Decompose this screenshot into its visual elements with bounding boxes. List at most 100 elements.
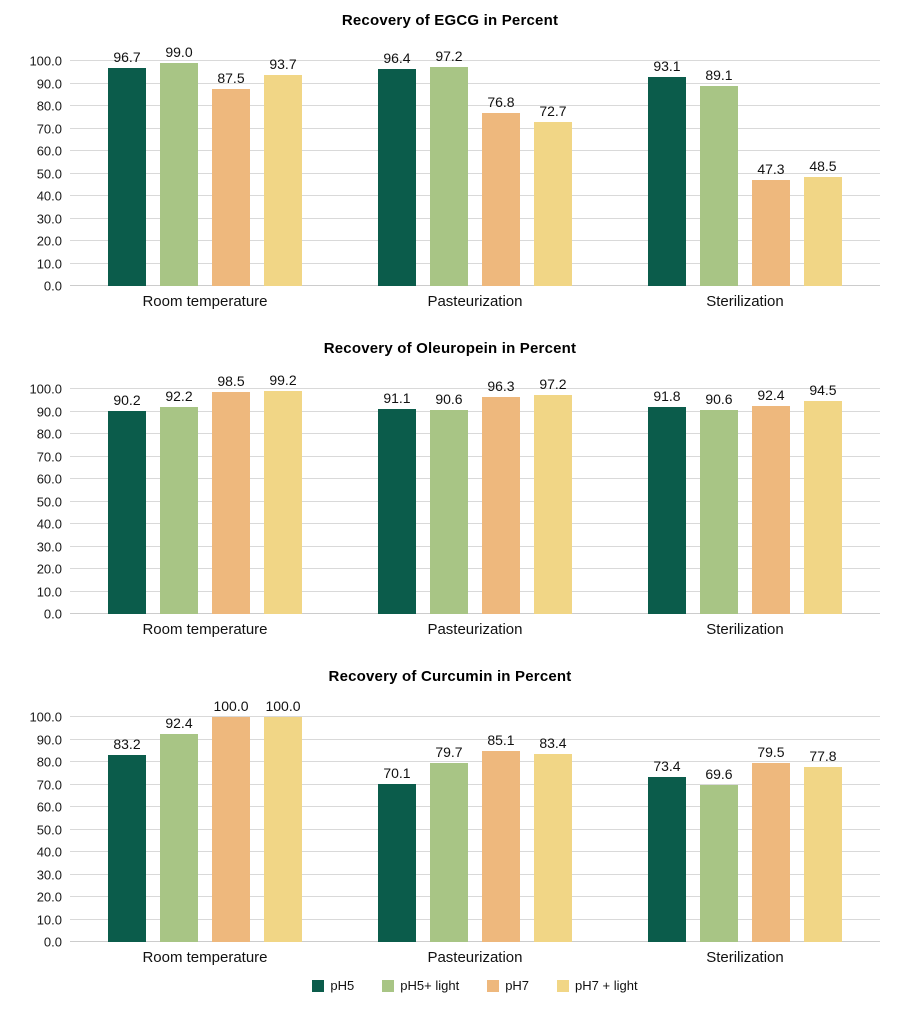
bar-value-label: 83.4 — [539, 735, 567, 752]
bar: 85.1 — [481, 732, 520, 942]
category-label: Room temperature — [142, 293, 268, 310]
plot-area: 90.2 92.2 98.5 99.2 91.1 90.6 96.3 97.2 91.8 90.6… — [70, 372, 880, 614]
gridline — [70, 195, 880, 196]
gridline — [70, 60, 880, 61]
y-tick-label: 0.0 — [43, 606, 62, 622]
chart-curcumin: Recovery of Curcumin in Percent 0.0 10.0 20… — [0, 638, 900, 966]
gridline — [70, 873, 880, 875]
chart-title: Recovery of Oleuropein in Percent — [323, 340, 577, 357]
bar: 92.4 — [751, 387, 790, 614]
bar: 92.2 — [159, 388, 198, 614]
y-tick-label: 0.0 — [43, 278, 62, 294]
category-label: Sterilization — [706, 621, 784, 638]
bar-value-label: 85.1 — [487, 731, 515, 748]
gridline — [70, 82, 880, 84]
legend-item: pH5 — [312, 978, 354, 993]
bar: 89.1 — [699, 67, 738, 286]
bar-value-label: 91.8 — [653, 388, 681, 405]
bar: 93.1 — [647, 58, 686, 286]
bar: 69.6 — [699, 766, 738, 942]
y-axis: 0.0 10.0 20.0 30.0 40.0 50.0 60.0 70.0 80.0 90.0 1… — [0, 382, 70, 622]
bar: 47.3 — [751, 161, 790, 286]
category-label: Room temperature — [142, 621, 268, 638]
y-tick-label: 40.0 — [36, 516, 62, 532]
bar: 48.5 — [803, 158, 842, 286]
y-tick-label: 20.0 — [36, 561, 62, 577]
gridline — [70, 783, 880, 785]
bar-value-label: 79.7 — [435, 743, 463, 760]
gridline — [70, 455, 880, 457]
y-tick-label: 0.0 — [43, 934, 62, 950]
bar: 94.5 — [803, 382, 842, 614]
bar-value-label: 73.4 — [653, 757, 681, 774]
bar-group: 91.1 90.6 96.3 97.2 — [340, 376, 610, 614]
y-tick-label: 20.0 — [36, 233, 62, 249]
bar: 72.7 — [533, 103, 572, 286]
x-axis-baseline — [70, 285, 880, 286]
bar: 96.4 — [377, 50, 416, 286]
y-tick-label: 10.0 — [36, 584, 62, 599]
y-tick-label: 80.0 — [36, 98, 62, 114]
bar-value-label: 98.5 — [217, 373, 245, 390]
plot-area: 96.7 99.0 87.5 93.7 96.4 97.2 76.8 72.7 93.1 89.1… — [70, 44, 880, 286]
legend-item: pH7 — [487, 978, 529, 993]
category-label: Pasteurization — [427, 949, 523, 966]
bar-group: 91.8 90.6 92.4 94.5 — [610, 382, 880, 614]
legend-label: pH5+ light — [400, 978, 460, 993]
bar: 97.2 — [533, 376, 572, 614]
gridline — [70, 262, 880, 264]
category-label: Pasteurization — [427, 621, 523, 638]
plot-area: 83.2 92.4 100.0 100.0 70.1 79.7 85.1 83.4 73.4 69… — [70, 698, 880, 942]
bar-value-label: 96.4 — [383, 50, 411, 67]
bar-value-label: 90.6 — [435, 391, 463, 408]
gridline — [70, 896, 880, 897]
bar-value-label: 83.2 — [113, 735, 141, 752]
chart-title: Recovery of EGCG in Percent — [341, 12, 559, 29]
bar-value-label: 100.0 — [213, 698, 249, 714]
bar: 83.2 — [107, 736, 146, 942]
gridline — [70, 806, 880, 807]
y-tick-label: 90.0 — [36, 404, 62, 419]
gridline — [70, 738, 880, 740]
bar-value-label: 90.6 — [705, 391, 733, 408]
y-tick-label: 30.0 — [36, 539, 62, 554]
category-axis: Room temperature Pasteurization Sterilizat… — [70, 942, 880, 966]
gridline — [70, 545, 880, 547]
category-label: Room temperature — [142, 949, 268, 966]
bar-value-label: 99.0 — [165, 44, 193, 61]
gridline — [70, 590, 880, 592]
bar-group: 70.1 79.7 85.1 83.4 — [340, 717, 610, 942]
bar-group: 90.2 92.2 98.5 99.2 — [70, 372, 340, 614]
bar: 92.4 — [159, 715, 198, 942]
legend-label: pH5 — [330, 978, 355, 993]
y-tick-label: 50.0 — [36, 822, 62, 837]
category-axis: Room temperature Pasteurization Sterilizat… — [70, 286, 880, 310]
bar-group: 93.1 89.1 47.3 48.5 — [610, 58, 880, 286]
legend-item: pH7 + light — [557, 978, 638, 993]
y-tick-label: 60.0 — [36, 471, 62, 487]
y-tick-label: 20.0 — [36, 889, 62, 905]
chart-title: Recovery of Curcumin in Percent — [328, 668, 572, 685]
legend-swatch-icon — [382, 979, 395, 992]
bar-value-label: 97.2 — [539, 376, 567, 393]
bar-value-label: 87.5 — [217, 70, 245, 87]
bar: 91.1 — [377, 390, 416, 614]
plot-row: 0.0 10.0 20.0 30.0 40.0 50.0 60.0 70.0 80.0 90.0 1… — [0, 698, 900, 950]
y-axis: 0.0 10.0 20.0 30.0 40.0 50.0 60.0 70.0 80.0 90.0 1… — [0, 710, 70, 950]
plot-row: 0.0 10.0 20.0 30.0 40.0 50.0 60.0 70.0 80.0 90.0 1… — [0, 44, 900, 294]
x-axis-baseline — [70, 613, 880, 614]
bar: 100.0 — [263, 698, 302, 942]
gridline — [70, 568, 880, 569]
y-tick-label: 70.0 — [36, 777, 62, 792]
category-axis: Room temperature Pasteurization Sterilizat… — [70, 614, 880, 638]
y-tick-label: 60.0 — [36, 143, 62, 159]
bar-value-label: 91.1 — [383, 390, 411, 407]
bar-value-label: 93.7 — [269, 56, 297, 73]
bar-value-label: 70.1 — [383, 765, 411, 782]
bar-value-label: 99.2 — [269, 371, 297, 388]
gridline — [70, 172, 880, 174]
gridline — [70, 918, 880, 920]
gridline — [70, 828, 880, 830]
gridline — [70, 761, 880, 762]
bar: 93.7 — [263, 56, 302, 286]
